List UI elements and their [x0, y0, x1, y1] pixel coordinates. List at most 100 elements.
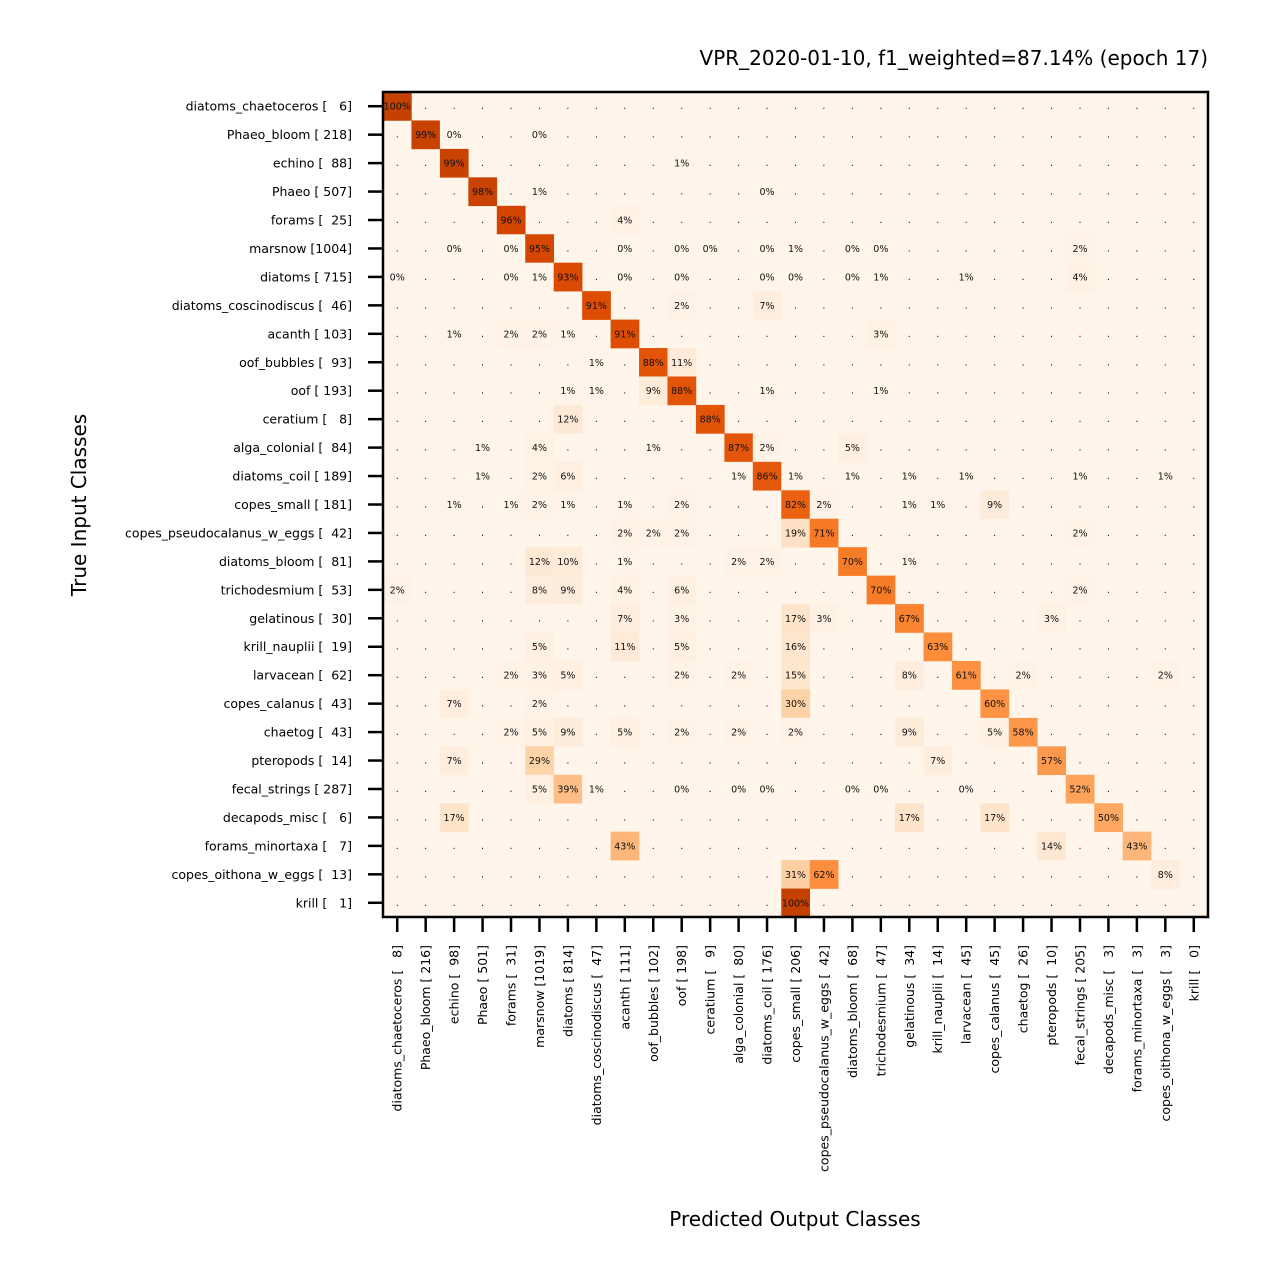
empty-cell-marker: .	[1164, 329, 1167, 340]
heatmap-cell	[752, 433, 782, 463]
empty-cell-marker: .	[936, 101, 939, 112]
heatmap-cell	[1065, 518, 1095, 548]
heatmap-cell	[525, 660, 554, 690]
empty-cell-marker: .	[424, 642, 427, 653]
empty-cell-marker: .	[709, 585, 712, 596]
empty-cell-marker: .	[936, 187, 939, 198]
empty-cell-marker: .	[1050, 898, 1053, 909]
cell-value-label: 0%	[674, 272, 689, 283]
empty-cell-marker: .	[993, 187, 996, 198]
heatmap-cell	[724, 717, 754, 747]
empty-cell-marker: .	[794, 556, 797, 567]
column-label: forams_minortaxa [ 3]	[1129, 945, 1144, 1092]
empty-cell-marker: .	[595, 812, 598, 823]
empty-cell-marker: .	[908, 158, 911, 169]
empty-cell-marker: .	[1050, 556, 1053, 567]
empty-cell-marker: .	[936, 158, 939, 169]
empty-cell-marker: .	[424, 500, 427, 511]
empty-cell-marker: .	[709, 727, 712, 738]
empty-cell-marker: .	[737, 812, 740, 823]
empty-cell-marker: .	[652, 756, 655, 767]
empty-cell-marker: .	[1164, 528, 1167, 539]
heatmap-cell	[525, 262, 554, 292]
empty-cell-marker: .	[822, 812, 825, 823]
row-label: chaetog [ 43]	[264, 725, 352, 740]
empty-cell-marker: .	[424, 329, 427, 340]
empty-cell-marker: .	[766, 357, 769, 368]
empty-cell-marker: .	[879, 556, 882, 567]
heatmap-cell	[752, 774, 782, 804]
cell-value-label: 15%	[785, 671, 806, 682]
empty-cell-marker: .	[1078, 101, 1081, 112]
cell-value-label: 9%	[560, 728, 575, 739]
empty-cell-marker: .	[822, 585, 825, 596]
empty-cell-marker: .	[453, 101, 456, 112]
cell-value-label: 2%	[731, 728, 746, 739]
empty-cell-marker: .	[453, 585, 456, 596]
empty-cell-marker: .	[424, 528, 427, 539]
cell-value-label: 1%	[589, 358, 604, 369]
empty-cell-marker: .	[1107, 670, 1110, 681]
empty-cell-marker: .	[737, 187, 740, 198]
empty-cell-marker: .	[595, 585, 598, 596]
empty-cell-marker: .	[965, 357, 968, 368]
empty-cell-marker: .	[766, 756, 769, 767]
empty-cell-marker: .	[1164, 272, 1167, 283]
empty-cell-marker: .	[993, 613, 996, 624]
empty-cell-marker: .	[510, 699, 513, 710]
empty-cell-marker: .	[481, 699, 484, 710]
empty-cell-marker: .	[1050, 414, 1053, 425]
empty-cell-marker: .	[1192, 101, 1195, 112]
empty-cell-marker: .	[965, 158, 968, 169]
empty-cell-marker: .	[652, 699, 655, 710]
empty-cell-marker: .	[424, 898, 427, 909]
empty-cell-marker: .	[623, 471, 626, 482]
empty-cell-marker: .	[1192, 699, 1195, 710]
empty-cell-marker: .	[652, 556, 655, 567]
empty-cell-marker: .	[822, 443, 825, 454]
empty-cell-marker: .	[1107, 585, 1110, 596]
empty-cell-marker: .	[1135, 300, 1138, 311]
empty-cell-marker: .	[1078, 158, 1081, 169]
empty-cell-marker: .	[1050, 727, 1053, 738]
empty-cell-marker: .	[936, 386, 939, 397]
empty-cell-marker: .	[680, 841, 683, 852]
empty-cell-marker: .	[680, 812, 683, 823]
empty-cell-marker: .	[481, 727, 484, 738]
empty-cell-marker: .	[879, 841, 882, 852]
empty-cell-marker: .	[794, 386, 797, 397]
empty-cell-marker: .	[396, 300, 399, 311]
empty-cell-marker: .	[1078, 613, 1081, 624]
empty-cell-marker: .	[822, 784, 825, 795]
empty-cell-marker: .	[737, 841, 740, 852]
empty-cell-marker: .	[993, 585, 996, 596]
column-label: copes_pseudocalanus_w_eggs [ 42]	[816, 945, 831, 1172]
empty-cell-marker: .	[680, 699, 683, 710]
empty-cell-marker: .	[680, 869, 683, 880]
empty-cell-marker: .	[510, 386, 513, 397]
heatmap-cell	[923, 490, 953, 520]
cell-value-label: 1%	[731, 472, 746, 483]
chart-title: VPR_2020-01-10, f1_weighted=87.14% (epoc…	[700, 46, 1208, 70]
empty-cell-marker: .	[1022, 585, 1025, 596]
heatmap-cell	[1151, 461, 1180, 491]
empty-cell-marker: .	[993, 329, 996, 340]
empty-cell-marker: .	[1107, 898, 1110, 909]
cell-value-label: 10%	[557, 557, 578, 568]
empty-cell-marker: .	[453, 414, 456, 425]
empty-cell-marker: .	[709, 300, 712, 311]
empty-cell-marker: .	[851, 812, 854, 823]
empty-cell-marker: .	[424, 243, 427, 254]
column-label: diatoms [ 814]	[560, 945, 575, 1037]
empty-cell-marker: .	[396, 243, 399, 254]
heatmap-cell	[951, 262, 981, 292]
empty-cell-marker: .	[936, 443, 939, 454]
empty-cell-marker: .	[737, 898, 740, 909]
empty-cell-marker: .	[510, 187, 513, 198]
heatmap-cell	[895, 717, 924, 747]
empty-cell-marker: .	[993, 670, 996, 681]
empty-cell-marker: .	[766, 130, 769, 141]
empty-cell-marker: .	[1022, 784, 1025, 795]
cell-value-label: 1%	[589, 784, 604, 795]
cell-value-label: 1%	[873, 272, 888, 283]
